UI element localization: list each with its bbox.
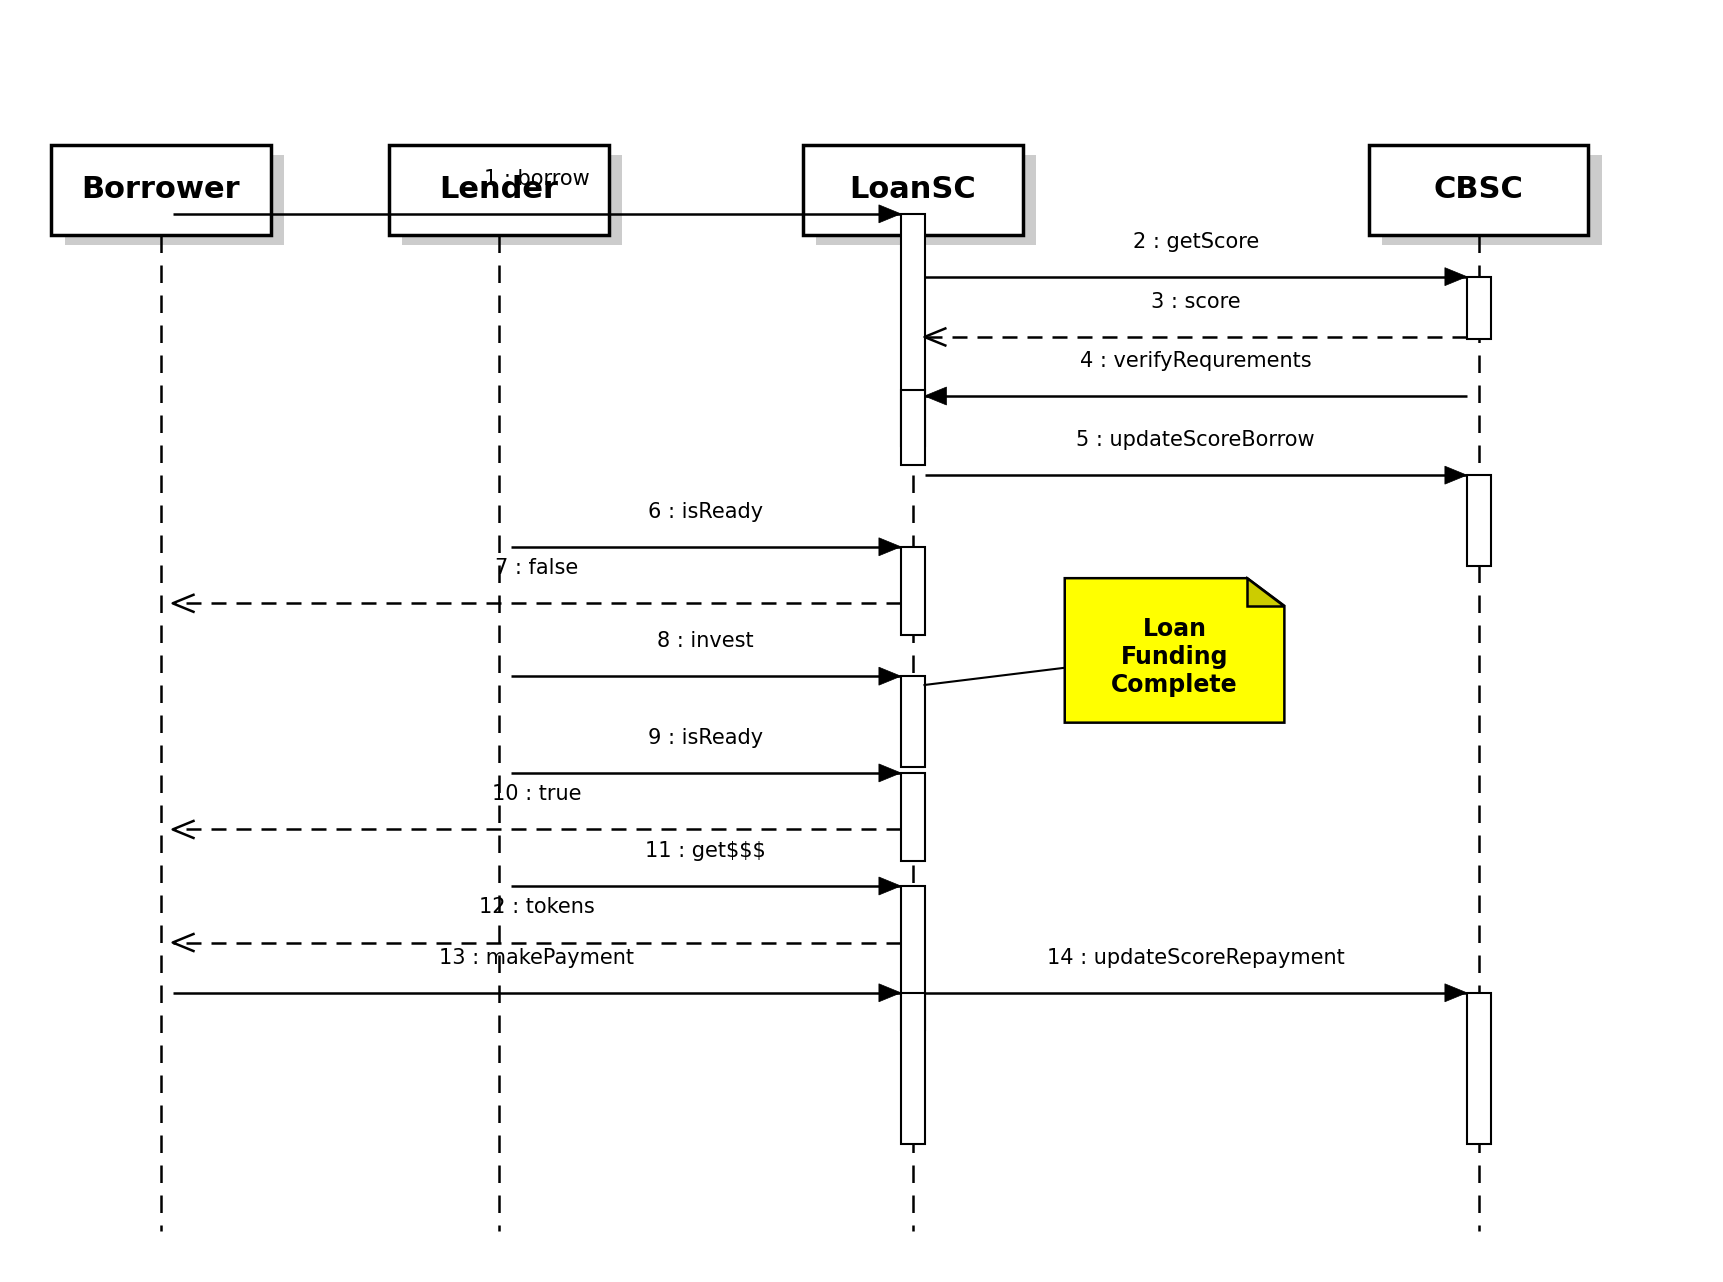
Polygon shape: [1444, 983, 1466, 1001]
Bar: [1466, 992, 1490, 1144]
Text: 12 : tokens: 12 : tokens: [479, 897, 594, 918]
Bar: [64, 155, 284, 245]
Text: 3 : score: 3 : score: [1151, 292, 1241, 312]
Text: Lender: Lender: [439, 176, 558, 204]
Bar: [1466, 277, 1490, 340]
Polygon shape: [879, 537, 901, 556]
Text: 14 : updateScoreRepayment: 14 : updateScoreRepayment: [1046, 947, 1344, 968]
Text: 5 : updateScoreBorrow: 5 : updateScoreBorrow: [1075, 429, 1315, 450]
Bar: [1368, 145, 1587, 235]
Bar: [817, 155, 1036, 245]
Text: 6 : isReady: 6 : isReady: [648, 501, 763, 522]
Text: 4 : verifyRequrements: 4 : verifyRequrements: [1079, 351, 1311, 370]
Bar: [1382, 155, 1601, 245]
Polygon shape: [879, 205, 901, 223]
Text: 11 : get$$$: 11 : get$$$: [644, 841, 765, 862]
Bar: [901, 390, 924, 465]
Polygon shape: [1246, 578, 1284, 606]
Bar: [901, 546, 924, 635]
Text: 9 : isReady: 9 : isReady: [648, 728, 763, 747]
Bar: [901, 992, 924, 1144]
Bar: [389, 145, 608, 235]
Bar: [1466, 476, 1490, 565]
Text: LoanSC: LoanSC: [849, 176, 975, 204]
Text: 1 : borrow: 1 : borrow: [484, 169, 589, 188]
Bar: [901, 676, 924, 767]
Text: 10 : true: 10 : true: [491, 785, 581, 804]
Text: Loan
Funding
Complete: Loan Funding Complete: [1111, 617, 1237, 696]
Bar: [901, 214, 924, 446]
Bar: [803, 145, 1022, 235]
Text: 7 : false: 7 : false: [495, 558, 577, 578]
Polygon shape: [879, 877, 901, 895]
Text: CBSC: CBSC: [1434, 176, 1523, 204]
Polygon shape: [924, 387, 946, 405]
Text: 8 : invest: 8 : invest: [656, 631, 753, 651]
Text: 2 : getScore: 2 : getScore: [1132, 232, 1258, 251]
Polygon shape: [1065, 578, 1284, 723]
Bar: [52, 145, 271, 235]
Polygon shape: [1444, 467, 1466, 485]
Text: 13 : makePayment: 13 : makePayment: [439, 947, 634, 968]
Text: Borrower: Borrower: [81, 176, 239, 204]
Polygon shape: [879, 764, 901, 782]
Polygon shape: [879, 983, 901, 1001]
Bar: [401, 155, 622, 245]
Bar: [901, 886, 924, 1031]
Bar: [901, 773, 924, 862]
Polygon shape: [1444, 268, 1466, 286]
Polygon shape: [879, 667, 901, 685]
